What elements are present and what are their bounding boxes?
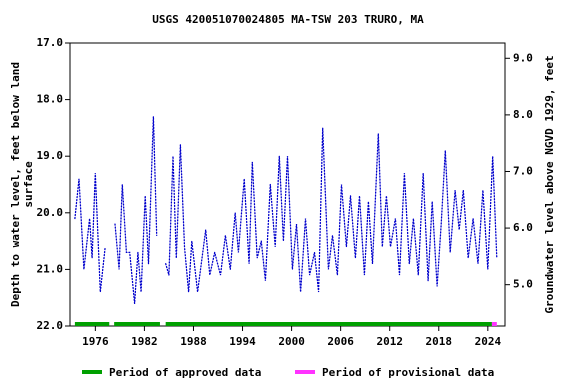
y-tick-label: 19.0 [37,149,64,162]
y2-tick-label: 9.0 [513,51,533,64]
x-tick-label: 2024 [475,335,502,348]
x-tick-label: 1982 [131,335,158,348]
y-axis-label-line: Depth to water level, feet below land [9,62,22,307]
y-tick-label: 21.0 [37,262,64,275]
x-tick-label: 1988 [180,335,207,348]
x-tick-label: 1994 [229,335,256,348]
x-tick-label: 2006 [327,335,354,348]
y-tick-label: 18.0 [37,93,64,106]
water-level-line [74,116,498,304]
y-axis-label-line: surface [22,161,35,208]
y-tick-label: 17.0 [37,36,64,49]
y2-tick-label: 7.0 [513,164,533,177]
y2-tick-label: 5.0 [513,278,533,291]
legend-label: Period of approved data [109,366,261,379]
chart-title: USGS 420051070024805 MA-TSW 203 TRURO, M… [152,13,424,26]
x-tick-label: 1976 [82,335,109,348]
y-tick-label: 22.0 [37,319,64,332]
y-axis-label: Depth to water level, feet below landsur… [9,62,35,307]
y2-tick-label: 8.0 [513,108,533,121]
x-tick-label: 2000 [278,335,305,348]
x-tick-label: 2012 [376,335,403,348]
y2-axis-label: Groundwater level above NGVD 1929, feet [543,55,556,313]
legend-label: Period of provisional data [322,366,494,379]
x-tick-label: 2018 [426,335,453,348]
y2-tick-label: 6.0 [513,221,533,234]
y-tick-label: 20.0 [37,206,64,219]
